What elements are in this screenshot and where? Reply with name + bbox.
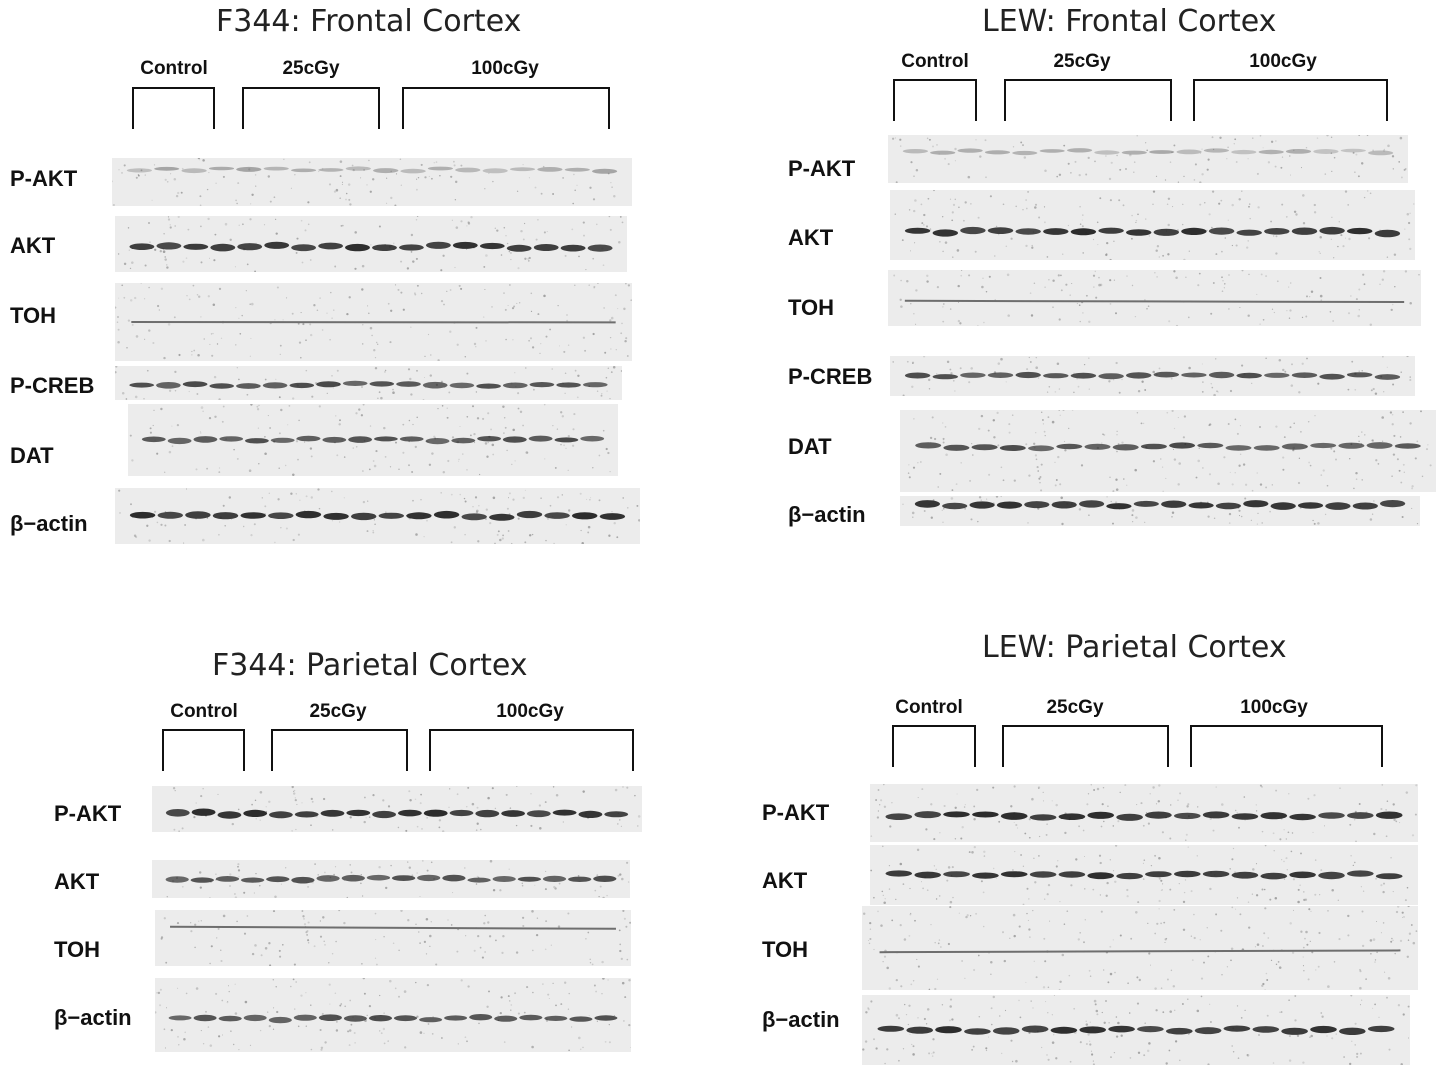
blot-strip <box>115 366 622 400</box>
blot-strip <box>155 910 631 966</box>
blot-strip <box>152 860 630 898</box>
panel-title: LEW: Parietal Cortex <box>982 630 1287 665</box>
group-bracket-25cgy <box>271 729 408 771</box>
group-label-control: Control <box>170 701 238 722</box>
panel-title: F344: Frontal Cortex <box>216 4 522 39</box>
group-label-100cgy: 100cGy <box>471 58 539 79</box>
blot-strip <box>900 410 1436 492</box>
group-label-25cgy: 25cGy <box>1053 51 1111 72</box>
row-label-dat: DAT <box>788 434 832 459</box>
row-label-p-akt: P-AKT <box>10 166 78 191</box>
group-label-100cgy: 100cGy <box>1249 51 1317 72</box>
row-label-akt: AKT <box>54 869 100 894</box>
group-bracket-25cgy <box>242 87 380 129</box>
group-bracket-100cgy <box>1193 79 1388 121</box>
row-label-toh: TOH <box>10 303 57 328</box>
group-bracket-100cgy <box>429 729 634 771</box>
blot-strip <box>128 404 618 476</box>
group-bracket-control <box>893 79 977 121</box>
blot-strip <box>152 786 642 832</box>
blot-strip <box>870 845 1418 905</box>
blot-strip <box>870 784 1418 842</box>
group-label-control: Control <box>901 51 969 72</box>
group-bracket-control <box>162 729 245 771</box>
row-label-p-akt: P-AKT <box>788 156 856 181</box>
panel-title: F344: Parietal Cortex <box>212 648 528 683</box>
blot-strip <box>890 190 1415 260</box>
group-bracket-25cgy <box>1002 725 1169 767</box>
row-label-toh: TOH <box>788 295 835 320</box>
group-bracket-control <box>132 87 215 129</box>
row-label-toh: TOH <box>54 937 101 962</box>
row-label-akt: AKT <box>762 868 808 893</box>
group-label-control: Control <box>140 58 208 79</box>
row-label-beta-actin: β−actin <box>788 502 866 527</box>
row-label-dat: DAT <box>10 443 54 468</box>
group-label-25cgy: 25cGy <box>282 58 340 79</box>
row-label-toh: TOH <box>762 937 809 962</box>
blot-strip <box>115 283 632 361</box>
group-label-control: Control <box>895 697 963 718</box>
row-label-akt: AKT <box>788 225 834 250</box>
blot-strip <box>888 135 1408 183</box>
row-label-p-creb: P-CREB <box>788 364 873 389</box>
blot-strip <box>862 906 1418 990</box>
group-bracket-100cgy <box>402 87 610 129</box>
group-label-100cgy: 100cGy <box>1240 697 1308 718</box>
row-label-beta-actin: β−actin <box>54 1005 132 1030</box>
row-label-p-akt: P-AKT <box>762 800 830 825</box>
group-label-25cgy: 25cGy <box>309 701 367 722</box>
blot-strip <box>112 158 632 206</box>
row-label-p-creb: P-CREB <box>10 373 95 398</box>
group-label-25cgy: 25cGy <box>1046 697 1104 718</box>
blot-strip <box>900 496 1420 526</box>
row-label-akt: AKT <box>10 233 56 258</box>
row-label-beta-actin: β−actin <box>762 1007 840 1032</box>
blot-strip <box>115 488 640 544</box>
group-label-100cgy: 100cGy <box>496 701 564 722</box>
blot-strip <box>155 978 631 1052</box>
blot-strip <box>862 995 1410 1065</box>
blot-strip <box>888 270 1421 326</box>
group-bracket-control <box>892 725 976 767</box>
blot-strip <box>890 356 1415 396</box>
row-label-beta-actin: β−actin <box>10 511 88 536</box>
blot-strip <box>115 216 627 272</box>
group-bracket-25cgy <box>1004 79 1172 121</box>
row-label-p-akt: P-AKT <box>54 801 122 826</box>
panel-title: LEW: Frontal Cortex <box>982 4 1277 39</box>
group-bracket-100cgy <box>1190 725 1383 767</box>
